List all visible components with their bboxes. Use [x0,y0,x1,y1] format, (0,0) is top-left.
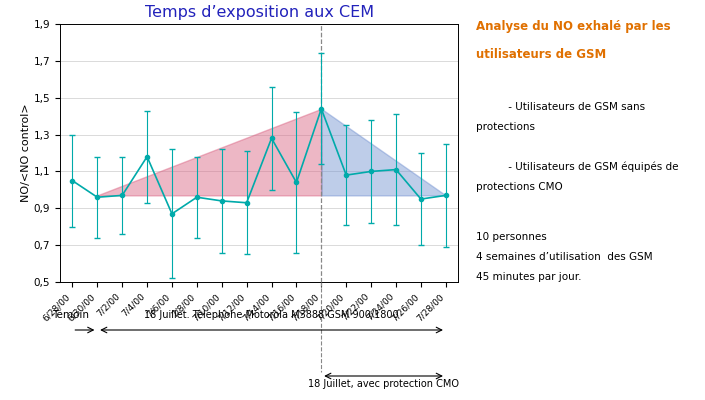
Y-axis label: NO/<NO control>: NO/<NO control> [21,104,31,202]
Title: Temps d’exposition aux CEM: Temps d’exposition aux CEM [145,5,374,20]
Text: Analyse du NO exhalé par les: Analyse du NO exhalé par les [476,20,670,33]
Text: - Utilisateurs de GSM sans: - Utilisateurs de GSM sans [505,102,646,112]
Text: 45 minutes par jour.: 45 minutes par jour. [476,272,582,282]
Text: 18 Juillet. Telephone Motorola M3888 GSM 900/1800: 18 Juillet. Telephone Motorola M3888 GSM… [145,310,399,320]
Text: utilisateurs de GSM: utilisateurs de GSM [476,48,606,61]
Text: 10 personnes: 10 personnes [476,232,546,242]
Text: protections: protections [476,122,535,132]
Text: - Utilisateurs de GSM équipés de: - Utilisateurs de GSM équipés de [505,162,679,172]
Text: protections CMO: protections CMO [476,182,563,192]
Text: 18 Juillet, avec protection CMO: 18 Juillet, avec protection CMO [308,379,459,389]
Text: Témoin: Témoin [52,310,90,320]
Text: 4 semaines d’utilisation  des GSM: 4 semaines d’utilisation des GSM [476,252,653,262]
